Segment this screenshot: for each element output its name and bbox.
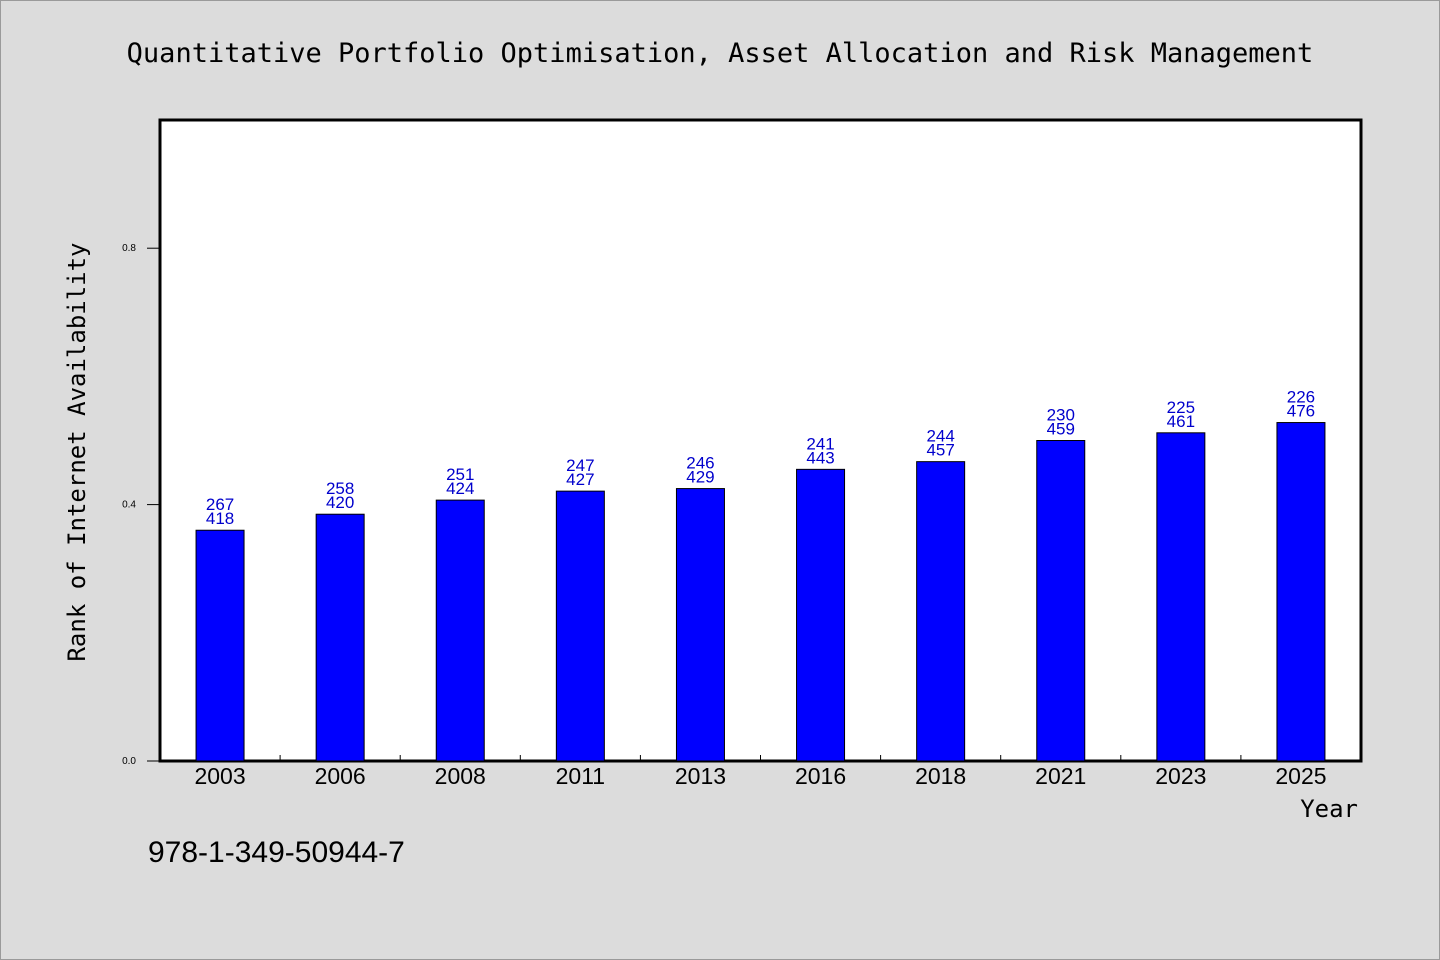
bar-2006: [315, 513, 365, 762]
x-axis: 2003 2006 2008 2011 2013 2016 2018 2021 2023 2025: [194, 755, 1327, 789]
bars-layer: [195, 422, 1326, 762]
x-tick-label: 2016: [795, 763, 846, 789]
y-axis-title: Rank of Internet Availability: [63, 242, 91, 661]
bar-2016: [796, 468, 846, 762]
x-tick-label: 2025: [1275, 763, 1326, 789]
bar-2008: [435, 499, 485, 762]
data-label-bottom: 476: [1287, 402, 1315, 421]
y-tick-label: 0.4: [122, 500, 136, 511]
x-tick-label: 2013: [675, 763, 726, 789]
y-tick-label: 0.0: [122, 756, 136, 767]
isbn-footer: 978-1-349-50944-7: [148, 836, 405, 869]
data-label-top: 244: [926, 427, 954, 446]
chart-title: Quantitative Portfolio Optimisation, Ass…: [127, 38, 1314, 69]
bar-2021: [1036, 440, 1086, 762]
x-tick-label: 2003: [194, 763, 245, 789]
bar-2003: [195, 529, 245, 762]
bar-2023: [1156, 432, 1206, 762]
bar-2018: [916, 461, 966, 762]
data-label-top: 225: [1167, 398, 1195, 417]
data-label-bottom: 427: [566, 470, 594, 489]
data-label-bottom: 459: [1047, 420, 1075, 439]
bar-2013: [675, 488, 725, 762]
x-axis-title: Year: [1300, 795, 1358, 823]
data-label-top: 226: [1287, 388, 1315, 407]
x-tick-label: 2023: [1155, 763, 1206, 789]
bar-2011: [555, 490, 605, 762]
x-tick-label: 2021: [1035, 763, 1086, 789]
y-tick-label: 0.8: [122, 243, 136, 254]
data-label-top: 247: [566, 456, 594, 475]
data-labels: 2674182584202514242474272464292414432444…: [206, 388, 1315, 529]
x-tick-label: 2006: [315, 763, 366, 789]
data-label-bottom: 443: [806, 448, 834, 467]
data-label-top: 241: [806, 434, 834, 453]
data-label-bottom: 418: [206, 509, 234, 528]
bar-2025: [1276, 422, 1326, 762]
data-label-top: 251: [446, 465, 474, 484]
data-label-top: 230: [1047, 406, 1075, 425]
data-label-bottom: 457: [926, 441, 954, 460]
x-tick-label: 2008: [435, 763, 486, 789]
data-label-bottom: 420: [326, 493, 354, 512]
x-tick-label: 2011: [556, 763, 605, 789]
data-label-bottom: 424: [446, 479, 474, 498]
y-axis: 0.0 0.4 0.8: [122, 243, 160, 767]
data-label-top: 267: [206, 495, 234, 514]
data-label-top: 246: [686, 454, 714, 473]
x-tick-label: 2018: [915, 763, 966, 789]
data-label-bottom: 461: [1167, 412, 1195, 431]
data-label-bottom: 429: [686, 468, 714, 487]
data-label-top: 258: [326, 479, 354, 498]
